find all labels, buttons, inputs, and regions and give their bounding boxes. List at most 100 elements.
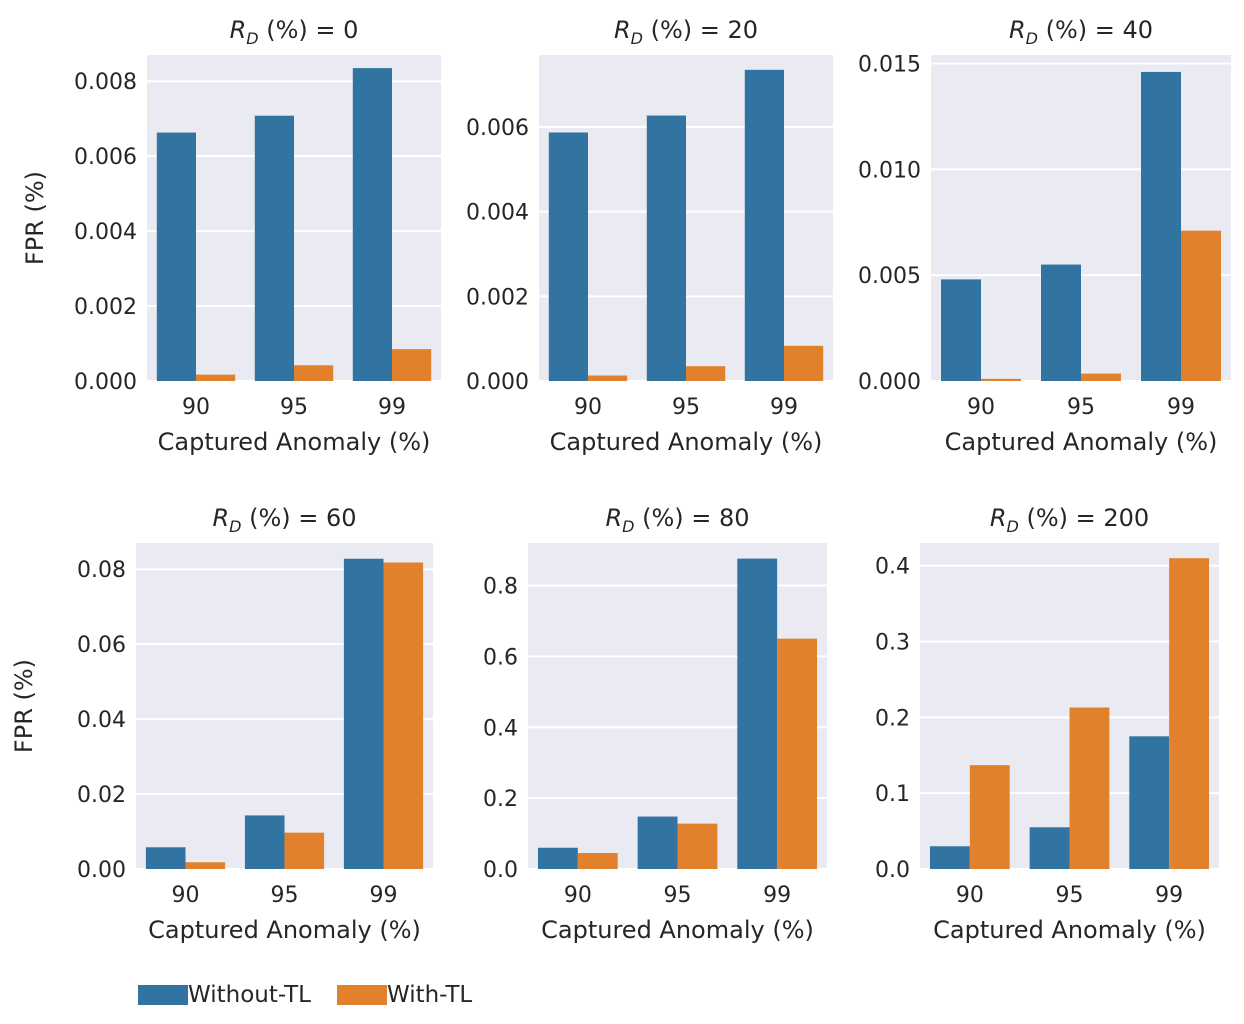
bar-without-tl-95	[646, 115, 686, 382]
x-tick-label: 99	[1155, 883, 1183, 908]
x-tick-label: 90	[574, 395, 602, 420]
bar-with-tl-90	[577, 853, 618, 869]
y-tick-label: 0.8	[483, 575, 518, 600]
bar-without-tl-90	[941, 279, 981, 381]
y-tick-label: 0.000	[466, 370, 529, 395]
x-tick-label: 99	[370, 883, 398, 908]
y-tick-label: 0.2	[483, 787, 518, 812]
x-tick-label: 95	[1056, 883, 1084, 908]
y-tick-label: 0.006	[74, 145, 137, 170]
bar-without-tl-90	[156, 132, 196, 381]
chart-panel-1: 0.000 0.002 0.004 0.006 0.008 90 95 99 Captured …	[21, 16, 441, 456]
y-tick-label: 0.010	[858, 158, 921, 183]
y-tick-label: 0.000	[74, 370, 137, 395]
bar-without-tl-95	[1029, 827, 1070, 869]
x-tick-label: 99	[763, 883, 791, 908]
bar-without-tl-95	[254, 115, 294, 382]
x-tick-label: 95	[271, 883, 299, 908]
y-tick-label: 0.004	[466, 201, 529, 226]
bar-with-tl-95	[1069, 707, 1110, 869]
y-axis-label: FPR (%)	[21, 171, 49, 265]
y-tick-label: 0.08	[77, 558, 126, 583]
legend: Without-TL With-TL	[138, 982, 498, 1008]
bar-with-tl-95	[686, 366, 726, 381]
x-tick-label: 99	[1167, 395, 1195, 420]
chart-title: RD (%) = 80	[605, 504, 749, 536]
bar-without-tl-99	[343, 558, 384, 869]
legend-swatch-with-tl	[336, 985, 387, 1005]
bar-without-tl-99	[744, 69, 784, 382]
x-axis-label: Captured Anomaly (%)	[550, 428, 823, 456]
y-tick-label: 0.4	[483, 716, 518, 741]
x-tick-label: 95	[1067, 395, 1095, 420]
bar-with-tl-95	[284, 832, 325, 869]
y-tick-label: 0.0	[875, 858, 910, 883]
bar-with-tl-99	[784, 345, 824, 381]
legend-swatch-without-tl	[138, 985, 188, 1005]
y-tick-label: 0.04	[77, 708, 126, 733]
legend-label-with-tl: With-TL	[386, 982, 473, 1008]
bar-without-tl-90	[537, 847, 578, 869]
chart-title: RD (%) = 60	[212, 504, 356, 536]
y-tick-label: 0.002	[74, 295, 137, 320]
chart-panel-5: 0.0 0.2 0.4 0.6 0.8 90 95 99 Captured Anomaly (%…	[483, 504, 827, 944]
bar-without-tl-99	[737, 558, 778, 869]
x-tick-label: 90	[182, 395, 210, 420]
y-tick-label: 0.1	[875, 782, 910, 807]
bar-with-tl-99	[1181, 230, 1221, 381]
x-tick-label: 95	[280, 395, 308, 420]
bar-without-tl-95	[637, 816, 678, 869]
bar-without-tl-90	[145, 847, 186, 869]
x-tick-label: 90	[956, 883, 984, 908]
bar-without-tl-90	[548, 132, 588, 381]
bar-with-tl-90	[196, 374, 236, 381]
y-axis-label: FPR (%)	[10, 659, 38, 753]
bar-with-tl-95	[1081, 373, 1121, 381]
y-tick-label: 0.0	[483, 858, 518, 883]
chart-panel-4: 0.00 0.02 0.04 0.06 0.08 90 95 99 Captured Anoma…	[10, 504, 433, 944]
y-tick-label: 0.6	[483, 645, 518, 670]
legend-item-with-tl: With-TL	[336, 982, 473, 1008]
bar-with-tl-99	[392, 349, 432, 381]
chart-panel-3: 0.000 0.005 0.010 0.015 90 95 99 Captured Anoma…	[858, 16, 1231, 456]
x-axis-label: Captured Anomaly (%)	[148, 916, 421, 944]
legend-label-without-tl: Without-TL	[188, 982, 311, 1008]
x-tick-label: 95	[672, 395, 700, 420]
bar-with-tl-99	[777, 638, 818, 869]
y-tick-label: 0.02	[77, 783, 126, 808]
chart-title: RD (%) = 0	[230, 16, 359, 48]
y-tick-label: 0.002	[466, 285, 529, 310]
y-tick-label: 0.008	[74, 70, 137, 95]
x-axis-label: Captured Anomaly (%)	[158, 428, 431, 456]
bar-with-tl-90	[588, 375, 628, 381]
bar-without-tl-99	[352, 68, 392, 382]
x-axis-label: Captured Anomaly (%)	[945, 428, 1218, 456]
x-tick-label: 90	[564, 883, 592, 908]
bar-without-tl-99	[1129, 736, 1170, 869]
x-tick-label: 99	[378, 395, 406, 420]
bar-with-tl-90	[185, 862, 226, 869]
chart-title: RD (%) = 20	[614, 16, 758, 48]
bar-without-tl-90	[929, 846, 970, 869]
y-tick-label: 0.2	[875, 706, 910, 731]
y-tick-label: 0.4	[875, 555, 910, 580]
x-axis-label: Captured Anomaly (%)	[541, 916, 814, 944]
y-tick-label: 0.06	[77, 633, 126, 658]
y-tick-label: 0.000	[858, 370, 921, 395]
bar-without-tl-99	[1141, 71, 1181, 382]
x-tick-label: 95	[664, 883, 692, 908]
legend-item-without-tl: Without-TL	[138, 982, 311, 1008]
y-tick-label: 0.015	[858, 52, 921, 77]
bar-with-tl-90	[969, 765, 1010, 869]
bar-with-tl-95	[677, 823, 718, 869]
x-tick-label: 90	[172, 883, 200, 908]
y-tick-label: 0.005	[858, 264, 921, 289]
bar-without-tl-95	[1041, 264, 1081, 381]
chart-title: RD (%) = 200	[990, 504, 1149, 536]
y-tick-label: 0.00	[77, 858, 126, 883]
bar-with-tl-95	[294, 365, 334, 381]
x-axis-label: Captured Anomaly (%)	[933, 916, 1206, 944]
x-tick-label: 99	[770, 395, 798, 420]
bar-with-tl-99	[383, 562, 424, 869]
bar-without-tl-95	[244, 815, 285, 869]
